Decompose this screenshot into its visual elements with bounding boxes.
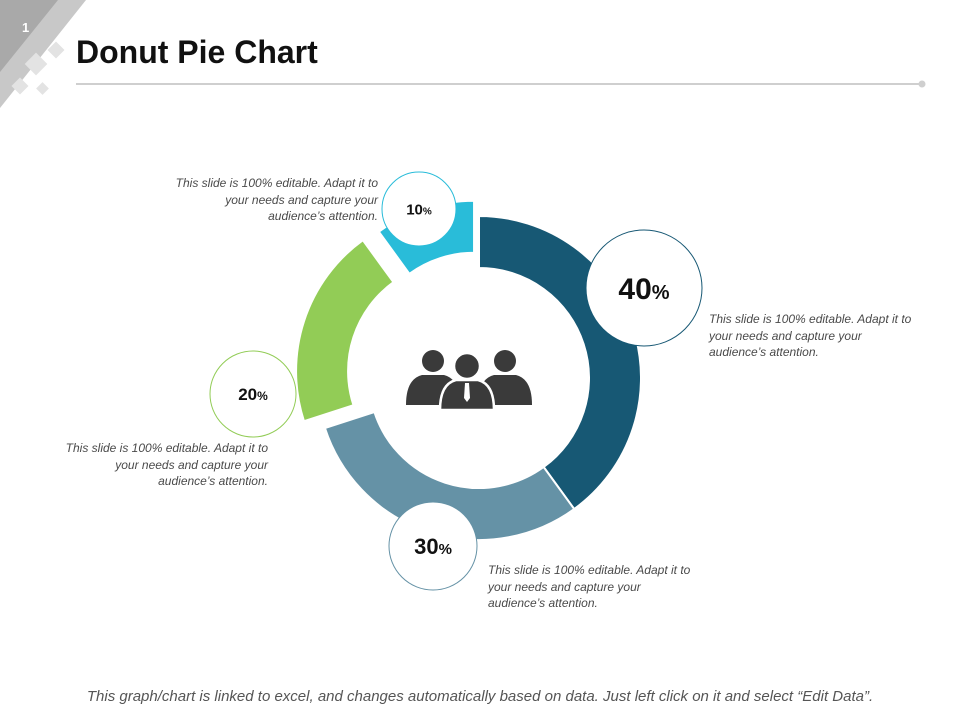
data-label-20: 20% bbox=[238, 385, 268, 404]
slide-number: 1 bbox=[22, 20, 30, 35]
footer-note: This graph/chart is linked to excel, and… bbox=[86, 688, 874, 705]
people-group-icon bbox=[406, 350, 532, 412]
data-label-unit: % bbox=[652, 282, 670, 304]
title-divider bbox=[76, 80, 926, 88]
data-label-unit: % bbox=[257, 389, 268, 403]
value-bubble-30 bbox=[388, 501, 478, 591]
donut-hole bbox=[369, 268, 589, 488]
data-label-value: 20 bbox=[238, 385, 257, 404]
callout-text-10: This slide is 100% editable. Adapt it to… bbox=[175, 176, 378, 223]
callout-text-40: This slide is 100% editable. Adapt it to… bbox=[709, 312, 912, 359]
data-label-value: 40 bbox=[618, 273, 651, 306]
data-label-value: 30 bbox=[414, 534, 438, 559]
callout-text-20: This slide is 100% editable. Adapt it to… bbox=[65, 441, 268, 488]
page-title: Donut Pie Chart bbox=[76, 34, 318, 70]
value-bubble-10 bbox=[381, 171, 457, 247]
data-label-value: 10 bbox=[406, 201, 423, 218]
donut-slice-20 bbox=[295, 238, 395, 423]
data-label-30: 30% bbox=[414, 534, 452, 559]
data-label-unit: % bbox=[423, 206, 432, 217]
data-label-10: 10% bbox=[406, 201, 432, 218]
value-bubble-40 bbox=[585, 229, 703, 347]
corner-decoration bbox=[0, 0, 86, 108]
callout-text-30: This slide is 100% editable. Adapt it to… bbox=[488, 563, 691, 610]
value-bubble-20 bbox=[209, 350, 297, 438]
data-label-40: 40% bbox=[618, 273, 669, 306]
data-label-unit: % bbox=[439, 541, 452, 558]
